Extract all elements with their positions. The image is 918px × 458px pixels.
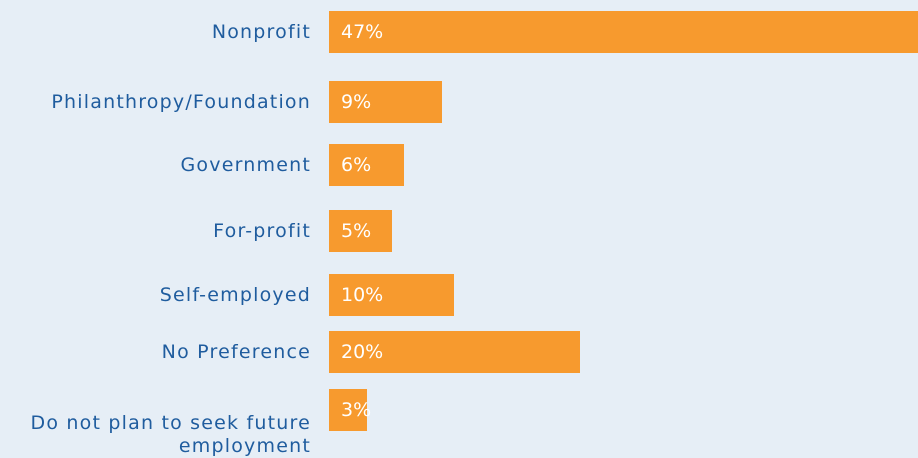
- value-label: 10%: [341, 284, 384, 306]
- category-label: Philanthropy/Foundation: [51, 91, 311, 113]
- category-label: Self-employed: [159, 284, 311, 306]
- category-label: No Preference: [161, 341, 311, 363]
- value-label: 3%: [341, 399, 372, 421]
- category-label: For-profit: [213, 220, 311, 242]
- bar: [329, 210, 392, 252]
- bar: [329, 274, 455, 316]
- value-label: 9%: [341, 91, 372, 113]
- value-label: 20%: [341, 341, 384, 363]
- bar: [329, 144, 405, 186]
- category-label: Government: [180, 154, 311, 176]
- value-label: 5%: [341, 220, 372, 242]
- bar: [329, 11, 918, 53]
- category-label: Do not plan to seek future employment: [30, 412, 311, 457]
- value-label: 47%: [341, 21, 384, 43]
- bar: [329, 331, 580, 373]
- bar: [329, 389, 367, 431]
- bar: [329, 81, 442, 123]
- value-label: 6%: [341, 154, 372, 176]
- category-label: Nonprofit: [211, 21, 311, 43]
